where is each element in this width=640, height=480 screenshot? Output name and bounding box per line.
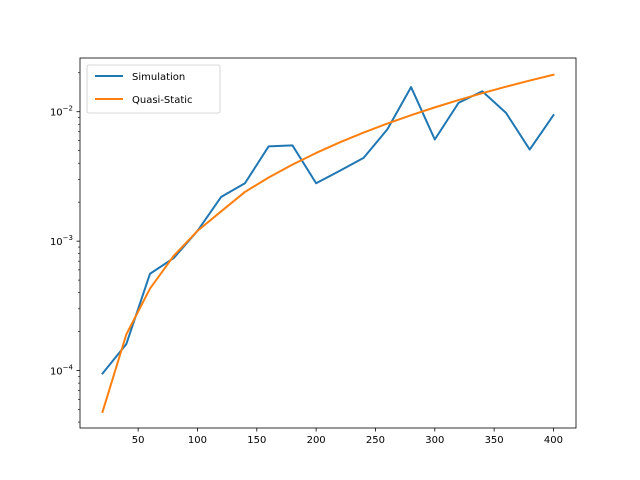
x-axis: 50 100 150 200 250 300 350 400 <box>132 428 563 446</box>
legend-label-simulation: Simulation <box>132 72 185 83</box>
x-tick-label: 100 <box>188 435 207 446</box>
y-tick-label: 10−4 <box>50 364 74 378</box>
legend: Simulation Quasi-Static <box>86 64 221 114</box>
x-tick-label: 50 <box>132 435 145 446</box>
y-tick-label: 10−2 <box>50 105 73 119</box>
axes-spines <box>79 57 577 429</box>
x-tick-label: 350 <box>485 435 504 446</box>
x-tick-label: 300 <box>425 435 444 446</box>
series-line-quasi-static <box>101 73 555 414</box>
series-line-simulation <box>101 86 555 375</box>
axes-frame <box>79 57 577 429</box>
y-axis: 10−4 10−3 10−2 <box>50 72 80 423</box>
plot-area <box>80 58 576 428</box>
x-tick-label: 400 <box>544 435 563 446</box>
lines-layer <box>101 73 555 414</box>
x-tick-label: 150 <box>247 435 266 446</box>
legend-label-quasi-static: Quasi-Static <box>132 95 193 106</box>
x-tick-label: 200 <box>307 435 326 446</box>
x-tick-label: 250 <box>366 435 385 446</box>
y-tick-label: 10−3 <box>50 234 73 248</box>
axes <box>80 58 576 428</box>
